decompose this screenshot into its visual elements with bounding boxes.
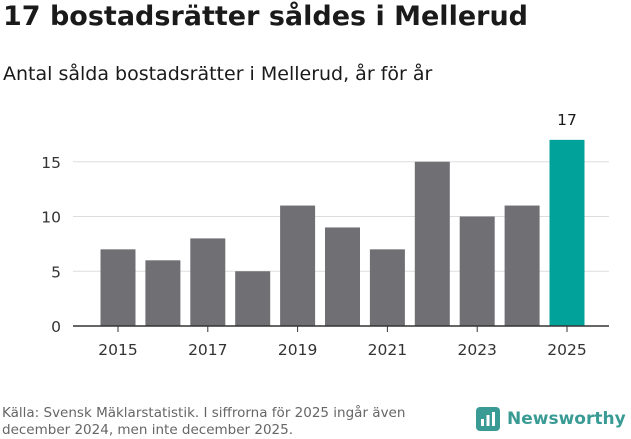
bar-2019 (280, 205, 316, 326)
y-tick-label: 10 (41, 209, 61, 227)
bar-2025 (549, 139, 585, 326)
y-tick-label: 5 (51, 263, 61, 281)
bar-2021 (369, 249, 405, 326)
x-tick-label: 2015 (98, 341, 137, 359)
x-tick-label: 2019 (278, 341, 317, 359)
source-note: Källa: Svensk Mäklarstatistik. I siffror… (2, 405, 406, 438)
bar-2020 (325, 227, 360, 326)
brand-name: Newsworthy (507, 409, 626, 429)
bar-2023 (459, 216, 495, 326)
y-tick-label: 15 (41, 154, 61, 172)
axis-layer: 0 5 10 15 17 2015 2017 2019 2021 2023 2025 (41, 111, 609, 359)
bar-2018 (235, 271, 271, 326)
x-tick-label: 2025 (547, 341, 586, 359)
x-tick-label: 2021 (368, 341, 407, 359)
x-tick-label: 2023 (457, 341, 496, 359)
value-label-2025: 17 (557, 111, 577, 129)
bar-layer (100, 139, 585, 326)
newsworthy-logo: Newsworthy (476, 407, 626, 431)
chart-logo-icon (476, 407, 500, 431)
bar-2016 (145, 260, 181, 326)
bar-2024 (504, 205, 540, 326)
bar-2015 (100, 249, 136, 326)
bar-chart: 0 5 10 15 17 2015 2017 2019 2021 2023 2025 (41, 111, 609, 359)
bar-2022 (414, 161, 450, 326)
bar-2017 (190, 238, 226, 326)
y-tick-label: 0 (51, 318, 61, 336)
chart-subtitle: Antal sålda bostadsrätter i Mellerud, år… (3, 63, 433, 85)
x-tick-label: 2017 (188, 341, 227, 359)
chart-title: 17 bostadsrätter såldes i Mellerud (3, 1, 528, 32)
